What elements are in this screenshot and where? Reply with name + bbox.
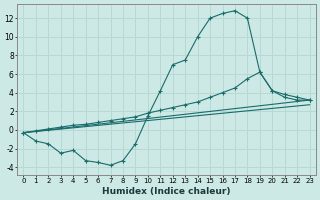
X-axis label: Humidex (Indice chaleur): Humidex (Indice chaleur) [102,187,231,196]
